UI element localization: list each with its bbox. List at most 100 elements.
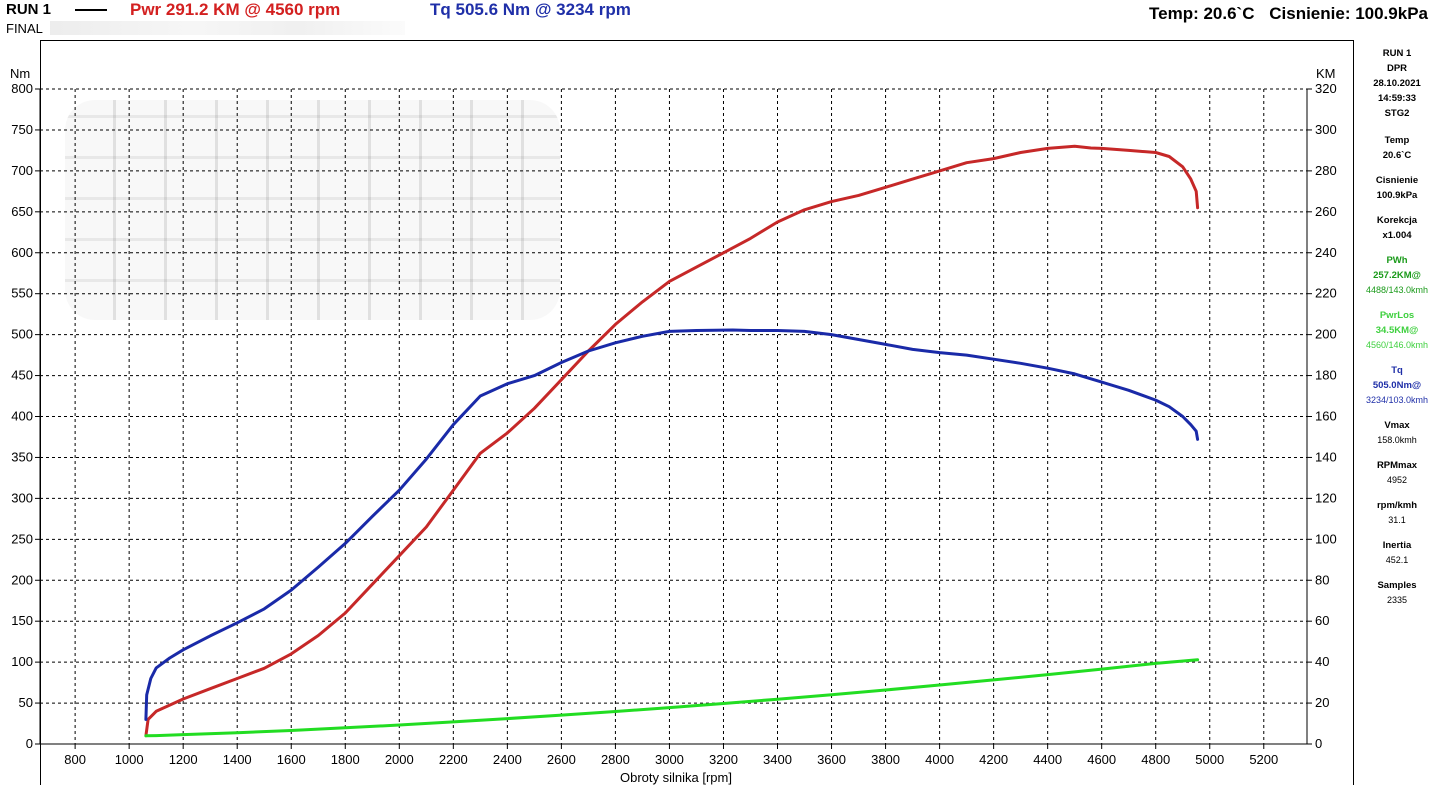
y-tick-label-left: 700 [11, 163, 33, 178]
y-tick-label-left: 0 [26, 736, 33, 751]
series-line-pwr [144, 144, 1200, 738]
y-tick-label-right: 20 [1315, 695, 1329, 710]
x-tick-label: 3200 [709, 752, 738, 767]
side-press-label: Cisnienie [1375, 175, 1419, 186]
x-tick-label: 1200 [169, 752, 198, 767]
x-tick-label: 1600 [277, 752, 306, 767]
x-tick-label: 800 [64, 752, 86, 767]
side-temp-label: Temp [1384, 135, 1410, 146]
y-tick-label-left: 350 [11, 449, 33, 464]
side-rpmkmh-label: rpm/kmh [1376, 500, 1418, 511]
side-vmax-value: 158.0kmh [1377, 435, 1417, 445]
temp-header: Temp: 20.6`C [1149, 4, 1255, 23]
x-tick-label: 3800 [871, 752, 900, 767]
side-pwh-sub: 4488/143.0kmh [1365, 285, 1429, 295]
side-rpmmax-label: RPMmax [1376, 460, 1418, 471]
y-tick-label-left: 50 [19, 695, 33, 710]
side-vmax-label: Vmax [1384, 420, 1410, 431]
side-pwrlos-label: PwrLos [1379, 310, 1415, 321]
side-press-value: 100.9kPa [1376, 190, 1418, 201]
y-tick-label-right: 240 [1315, 245, 1337, 260]
side-korekcja-value: x1.004 [1382, 230, 1412, 241]
x-tick-label: 1400 [223, 752, 252, 767]
x-tick-label: 1000 [115, 752, 144, 767]
x-tick-label: 1800 [331, 752, 360, 767]
dyno-chart: 800 1000 1200 1400 1600 1800 2000 2200 2400 2600 2… [10, 66, 1337, 785]
side-pwh-label: PWh [1386, 255, 1408, 266]
y-tick-label-right: 120 [1315, 490, 1337, 505]
y-tick-label-left: 550 [11, 286, 33, 301]
final-label: FINAL [6, 21, 43, 36]
side-inertia-label: Inertia [1382, 540, 1412, 551]
side-korekcja-label: Korekcja [1376, 215, 1418, 226]
y-tick-label-left: 500 [11, 327, 33, 342]
pressure-header: Cisnienie: 100.9kPa [1269, 4, 1428, 23]
x-tick-label: 4600 [1087, 752, 1116, 767]
x-tick-label: 5000 [1195, 752, 1224, 767]
side-stage: STG2 [1384, 108, 1410, 119]
y-tick-label-left: 650 [11, 204, 33, 219]
redacted-text [50, 21, 405, 35]
y-tick-label-left: 250 [11, 531, 33, 546]
y-tick-label-left: 600 [11, 245, 33, 260]
torque-peak-header: Tq 505.6 Nm @ 3234 rpm [430, 0, 631, 19]
y-tick-label-right: 40 [1315, 654, 1329, 669]
y-tick-label-right: 320 [1315, 81, 1337, 96]
watermark [65, 100, 560, 320]
side-inertia-value: 452.1 [1385, 555, 1409, 565]
y-tick-label-right: 300 [1315, 122, 1337, 137]
y-tick-label-right: 200 [1315, 327, 1337, 342]
side-rpmkmh-value: 31.1 [1388, 515, 1406, 525]
conditions-header: Temp: 20.6`C Cisnienie: 100.9kPa [1139, 4, 1428, 24]
y-tick-label-left: 200 [11, 572, 33, 587]
y-tick-label-right: 0 [1315, 736, 1322, 751]
y-axis-label-right: KM [1316, 66, 1336, 81]
side-tq-value: 505.0Nm@ [1372, 380, 1422, 391]
side-time: 14:59:33 [1377, 93, 1417, 104]
side-dpr: DPR [1386, 63, 1408, 74]
side-temp-value: 20.6`C [1382, 150, 1412, 161]
legend-line [75, 9, 107, 11]
side-tq-sub: 3234/103.0kmh [1365, 395, 1429, 405]
y-tick-label-right: 220 [1315, 286, 1337, 301]
y-tick-label-right: 180 [1315, 368, 1337, 383]
axes: 800 1000 1200 1400 1600 1800 2000 2200 2400 2600 2… [11, 81, 1336, 767]
x-tick-label: 2400 [493, 752, 522, 767]
series-line-tq [144, 328, 1200, 721]
x-tick-label: 2800 [601, 752, 630, 767]
info-sidebar: RUN 1 DPR 28.10.2021 14:59:33 STG2 Temp … [1354, 40, 1440, 785]
x-tick-label: 2600 [547, 752, 576, 767]
y-tick-label-right: 280 [1315, 163, 1337, 178]
y-tick-label-left: 400 [11, 409, 33, 424]
x-tick-label: 5200 [1249, 752, 1278, 767]
y-tick-label-right: 100 [1315, 531, 1337, 546]
power-peak-header: Pwr 291.2 KM @ 4560 rpm [130, 0, 341, 19]
y-tick-label-left: 300 [11, 490, 33, 505]
grid [40, 88, 1307, 744]
series-line-pwrlos [144, 658, 1200, 738]
y-tick-label-right: 60 [1315, 613, 1329, 628]
side-pwrlos-sub: 4560/146.0kmh [1365, 340, 1429, 350]
side-run: RUN 1 [1382, 48, 1412, 59]
x-tick-label: 3400 [763, 752, 792, 767]
x-tick-label: 4400 [1033, 752, 1062, 767]
y-tick-label-right: 140 [1315, 449, 1337, 464]
side-pwrlos-value: 34.5KM@ [1375, 325, 1419, 336]
side-tq-label: Tq [1391, 365, 1403, 376]
side-rpmmax-value: 4952 [1386, 475, 1408, 485]
x-tick-label: 4000 [925, 752, 954, 767]
y-tick-label-left: 100 [11, 654, 33, 669]
side-pwh-value: 257.2KM@ [1373, 270, 1421, 281]
y-tick-label-left: 150 [11, 613, 33, 628]
y-tick-label-right: 260 [1315, 204, 1337, 219]
side-samples-value: 2335 [1386, 595, 1408, 605]
x-tick-label: 3000 [655, 752, 684, 767]
y-tick-label-left: 800 [11, 81, 33, 96]
x-axis-label: Obroty silnika [rpm] [620, 770, 732, 785]
y-tick-label-left: 750 [11, 122, 33, 137]
y-tick-label-left: 450 [11, 368, 33, 383]
x-tick-label: 3600 [817, 752, 846, 767]
x-tick-label: 2200 [439, 752, 468, 767]
side-samples-label: Samples [1377, 580, 1417, 591]
run-label: RUN 1 [6, 1, 52, 18]
